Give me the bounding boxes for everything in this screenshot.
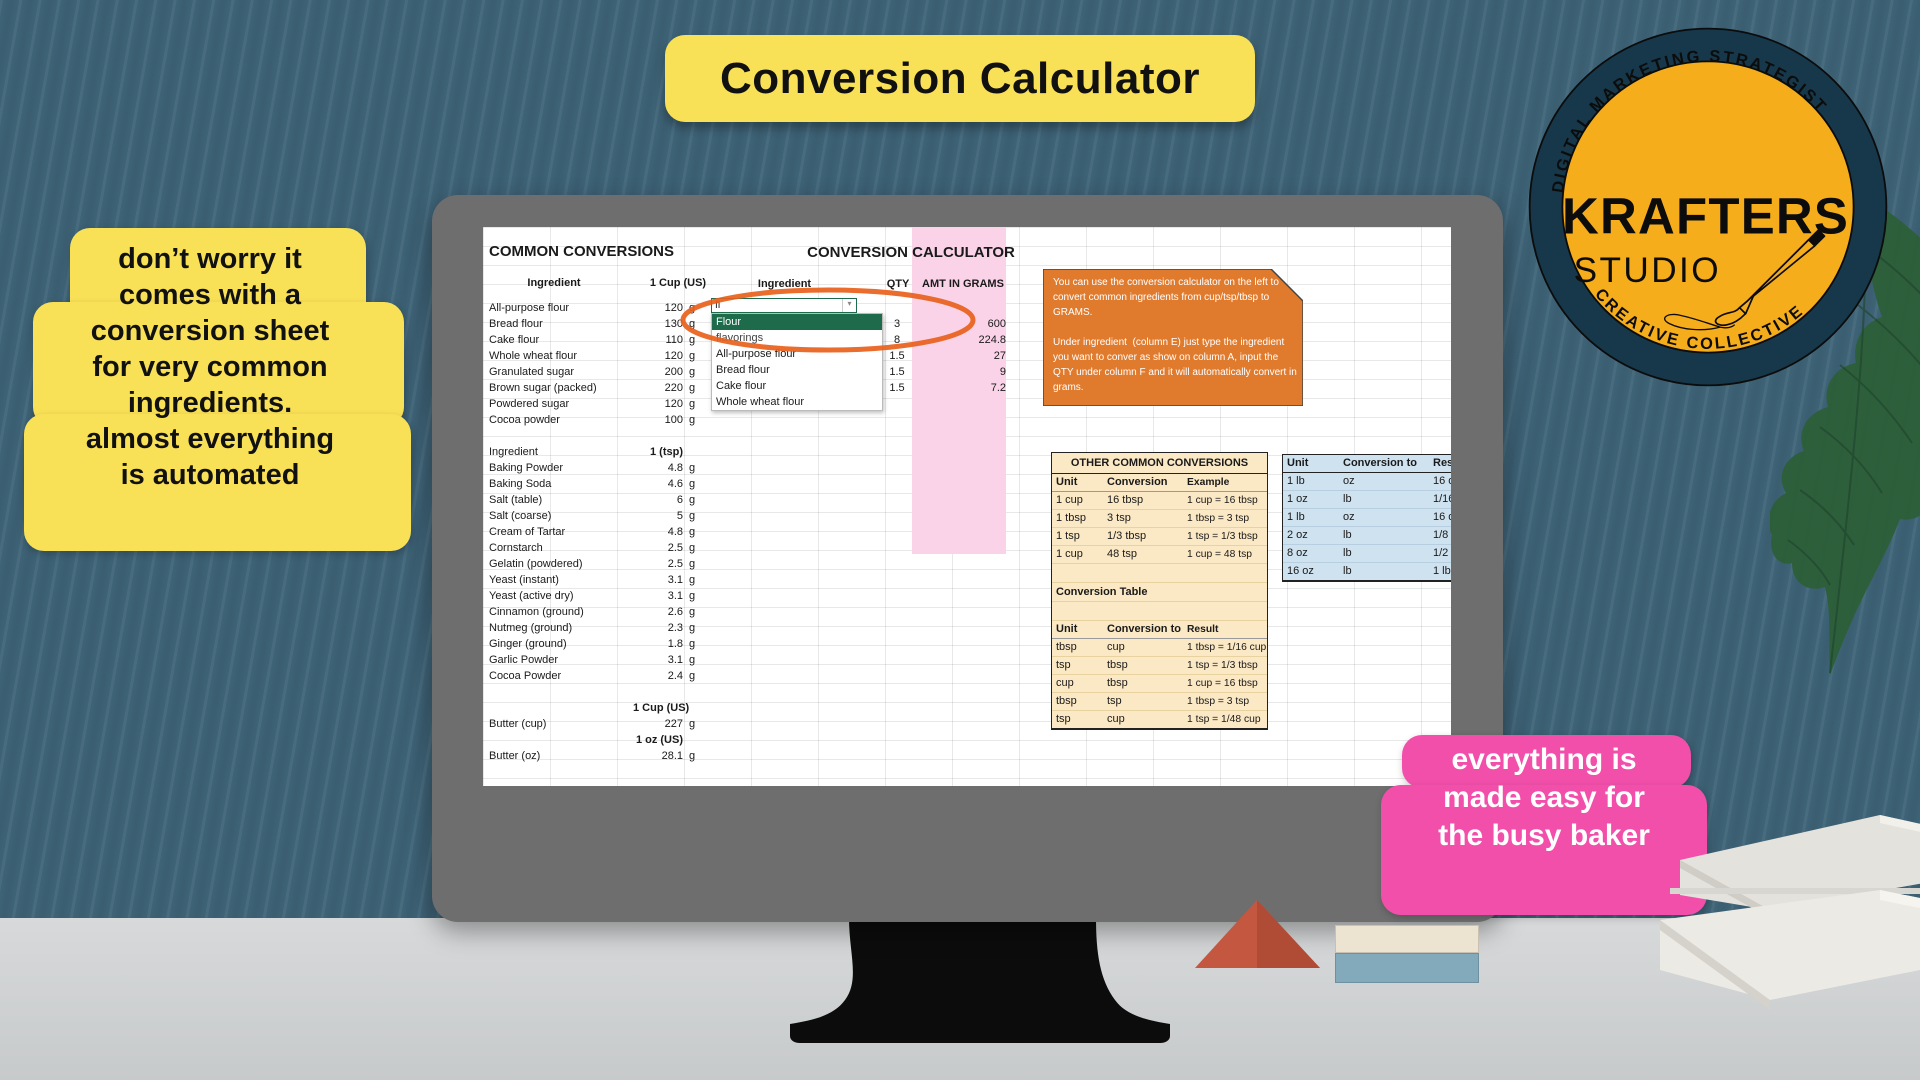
- svg-text:KRAFTERS: KRAFTERS: [1562, 188, 1849, 245]
- svg-text:STUDIO: STUDIO: [1574, 251, 1721, 290]
